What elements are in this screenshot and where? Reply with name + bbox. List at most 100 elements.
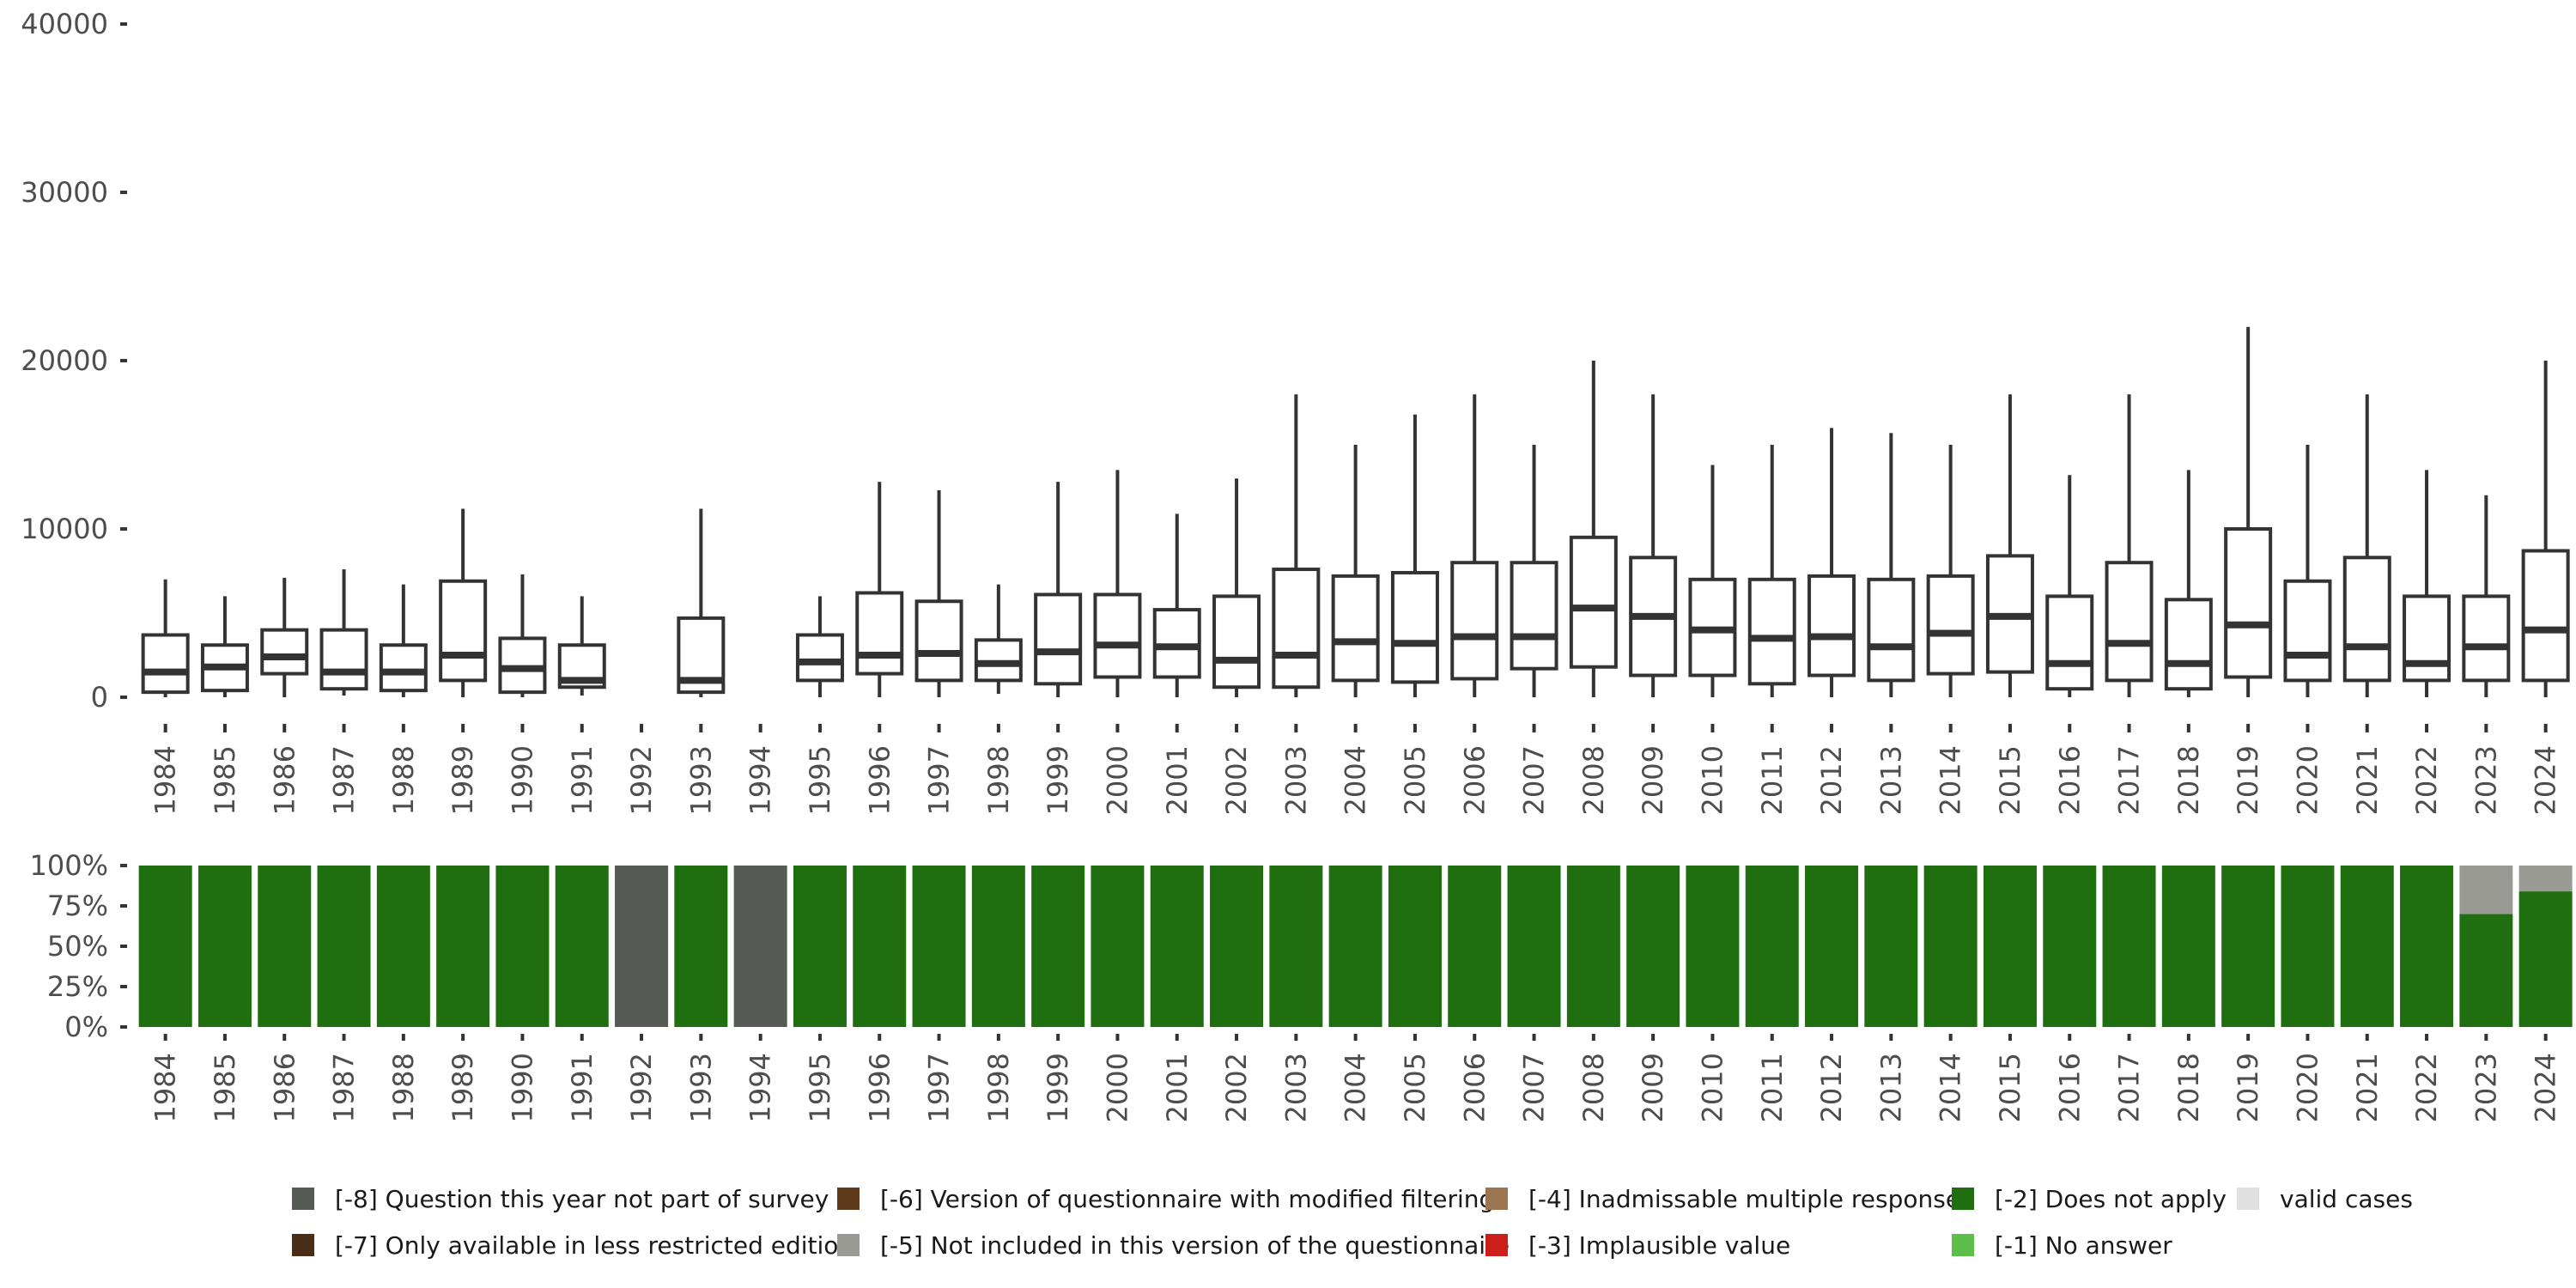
bar-segment-2012 [1805, 866, 1859, 1027]
x-tick-label: 2022 [2410, 1053, 2443, 1122]
x-tick-label: 1992 [625, 745, 658, 815]
bar-segment-2005 [1388, 866, 1442, 1027]
y-tick-label: 50% [47, 930, 108, 963]
bar-segment-1988 [376, 866, 430, 1027]
x-tick-label: 2006 [1458, 745, 1491, 815]
bar-segment-1991 [555, 866, 609, 1027]
x-tick-label: 2008 [1577, 1053, 1610, 1122]
box-iqr [1212, 594, 1261, 690]
bar-segment-2009 [1626, 866, 1680, 1027]
box-1990 [498, 574, 547, 697]
legend-label: valid cases [2280, 1184, 2413, 1213]
box-iqr [2283, 579, 2332, 683]
bar-segment-1985 [197, 866, 252, 1027]
bar-segment-2017 [2102, 866, 2156, 1027]
x-tick-label: 2018 [2172, 1053, 2205, 1122]
x-tick-label: 1986 [268, 1053, 301, 1122]
y-tick-label: 10000 [21, 513, 108, 545]
box-iqr [379, 643, 428, 693]
x-tick-label: 1985 [209, 745, 241, 815]
x-tick-label: 1984 [149, 1053, 182, 1122]
box-1995 [795, 596, 844, 697]
y-tick-label: 0 [91, 681, 108, 714]
x-tick-label: 2013 [1874, 745, 1907, 815]
x-tick-label: 2008 [1577, 745, 1610, 815]
bar-segment-2002 [1210, 866, 1264, 1027]
bar-segment-2011 [1745, 866, 1799, 1027]
legend-label: [-8] Question this year not part of surv… [335, 1184, 829, 1213]
box-2010 [1688, 465, 1737, 697]
box-iqr [1926, 574, 1975, 676]
x-tick-label: 1995 [804, 745, 836, 815]
x-tick-label: 2009 [1637, 1053, 1669, 1122]
x-tick-label: 2012 [1815, 745, 1848, 815]
box-iqr [439, 579, 488, 683]
box-1996 [855, 482, 904, 697]
y-tick-label: 40000 [21, 8, 108, 40]
bar-segment-2024 [2518, 866, 2573, 892]
x-tick-label: 2021 [2351, 1053, 2384, 1122]
x-tick-label: 2019 [2232, 745, 2264, 815]
box-1987 [319, 569, 368, 696]
x-tick-label: 2023 [2470, 1053, 2502, 1122]
x-tick-label: 2015 [1994, 745, 2026, 815]
x-tick-label: 1997 [923, 1053, 956, 1122]
bar-segment-1995 [793, 866, 847, 1027]
box-iqr [319, 628, 368, 691]
x-tick-label: 1999 [1042, 1053, 1074, 1122]
box-2004 [1331, 445, 1380, 697]
box-iqr [1510, 561, 1558, 671]
legend-item-valid: valid cases [2237, 1175, 2413, 1223]
box-1998 [974, 584, 1023, 695]
x-tick-label: 1991 [566, 1053, 598, 1122]
legend-item-minus6: [-6] Version of questionnaire with modif… [837, 1175, 1494, 1223]
box-2018 [2164, 470, 2213, 697]
x-tick-label: 1990 [506, 745, 538, 815]
bar-segment-1997 [912, 866, 966, 1027]
y-tick-label: 75% [47, 890, 108, 922]
x-tick-label: 2022 [2410, 745, 2443, 815]
x-tick-label: 1986 [268, 745, 301, 815]
x-tick-label: 2013 [1874, 1053, 1907, 1122]
box-2019 [2224, 326, 2273, 697]
x-tick-label: 2023 [2470, 745, 2502, 815]
bar-segment-1992 [615, 866, 669, 1027]
box-iqr [2462, 594, 2511, 683]
box-2017 [2105, 394, 2154, 697]
legend-item-minus1: [-1] No answer [1952, 1221, 2172, 1269]
x-tick-label: 1989 [447, 745, 479, 815]
x-tick-label: 1984 [149, 745, 182, 815]
box-2002 [1212, 478, 1261, 697]
box-2005 [1390, 414, 1439, 697]
box-iqr [260, 628, 309, 676]
x-tick-label: 2010 [1696, 1053, 1728, 1122]
legend-label: [-1] No answer [1995, 1230, 2172, 1260]
box-2001 [1152, 513, 1201, 697]
x-tick-label: 1998 [982, 1053, 1015, 1122]
x-tick-label: 1995 [804, 1053, 836, 1122]
x-tick-label: 1988 [387, 745, 420, 815]
x-tick-label: 2007 [1518, 745, 1551, 815]
bar-segment-1993 [674, 866, 728, 1027]
x-tick-label: 2000 [1101, 1053, 1133, 1122]
bar-segment-2013 [1864, 866, 1918, 1027]
legend-item-minus2: [-2] Does not apply [1952, 1175, 2227, 1223]
x-tick-label: 1992 [625, 1053, 658, 1122]
x-tick-label: 2020 [2291, 1053, 2324, 1122]
boxplot-panel: 0 10000 20000 30000 40000 1984 1985 1986 1987 198… [21, 8, 2570, 815]
x-tick-label: 2001 [1161, 745, 1194, 815]
x-tick-label: 1991 [566, 745, 598, 815]
legend-swatch [837, 1234, 860, 1256]
legend-swatch [292, 1234, 314, 1256]
x-tick-label: 2015 [1994, 1053, 2026, 1122]
x-tick-label: 2005 [1399, 745, 1431, 815]
x-tick-label: 2014 [1935, 1053, 1967, 1122]
x-tick-label: 2002 [1220, 1053, 1253, 1122]
box-iqr [2403, 594, 2451, 683]
x-tick-label: 2024 [2530, 745, 2562, 815]
y-tick-label: 20000 [21, 344, 108, 377]
bar-segment-1989 [436, 866, 490, 1027]
box-iqr [1807, 574, 1856, 677]
bar-segment-2008 [1566, 866, 1620, 1027]
box-1999 [1034, 482, 1083, 697]
